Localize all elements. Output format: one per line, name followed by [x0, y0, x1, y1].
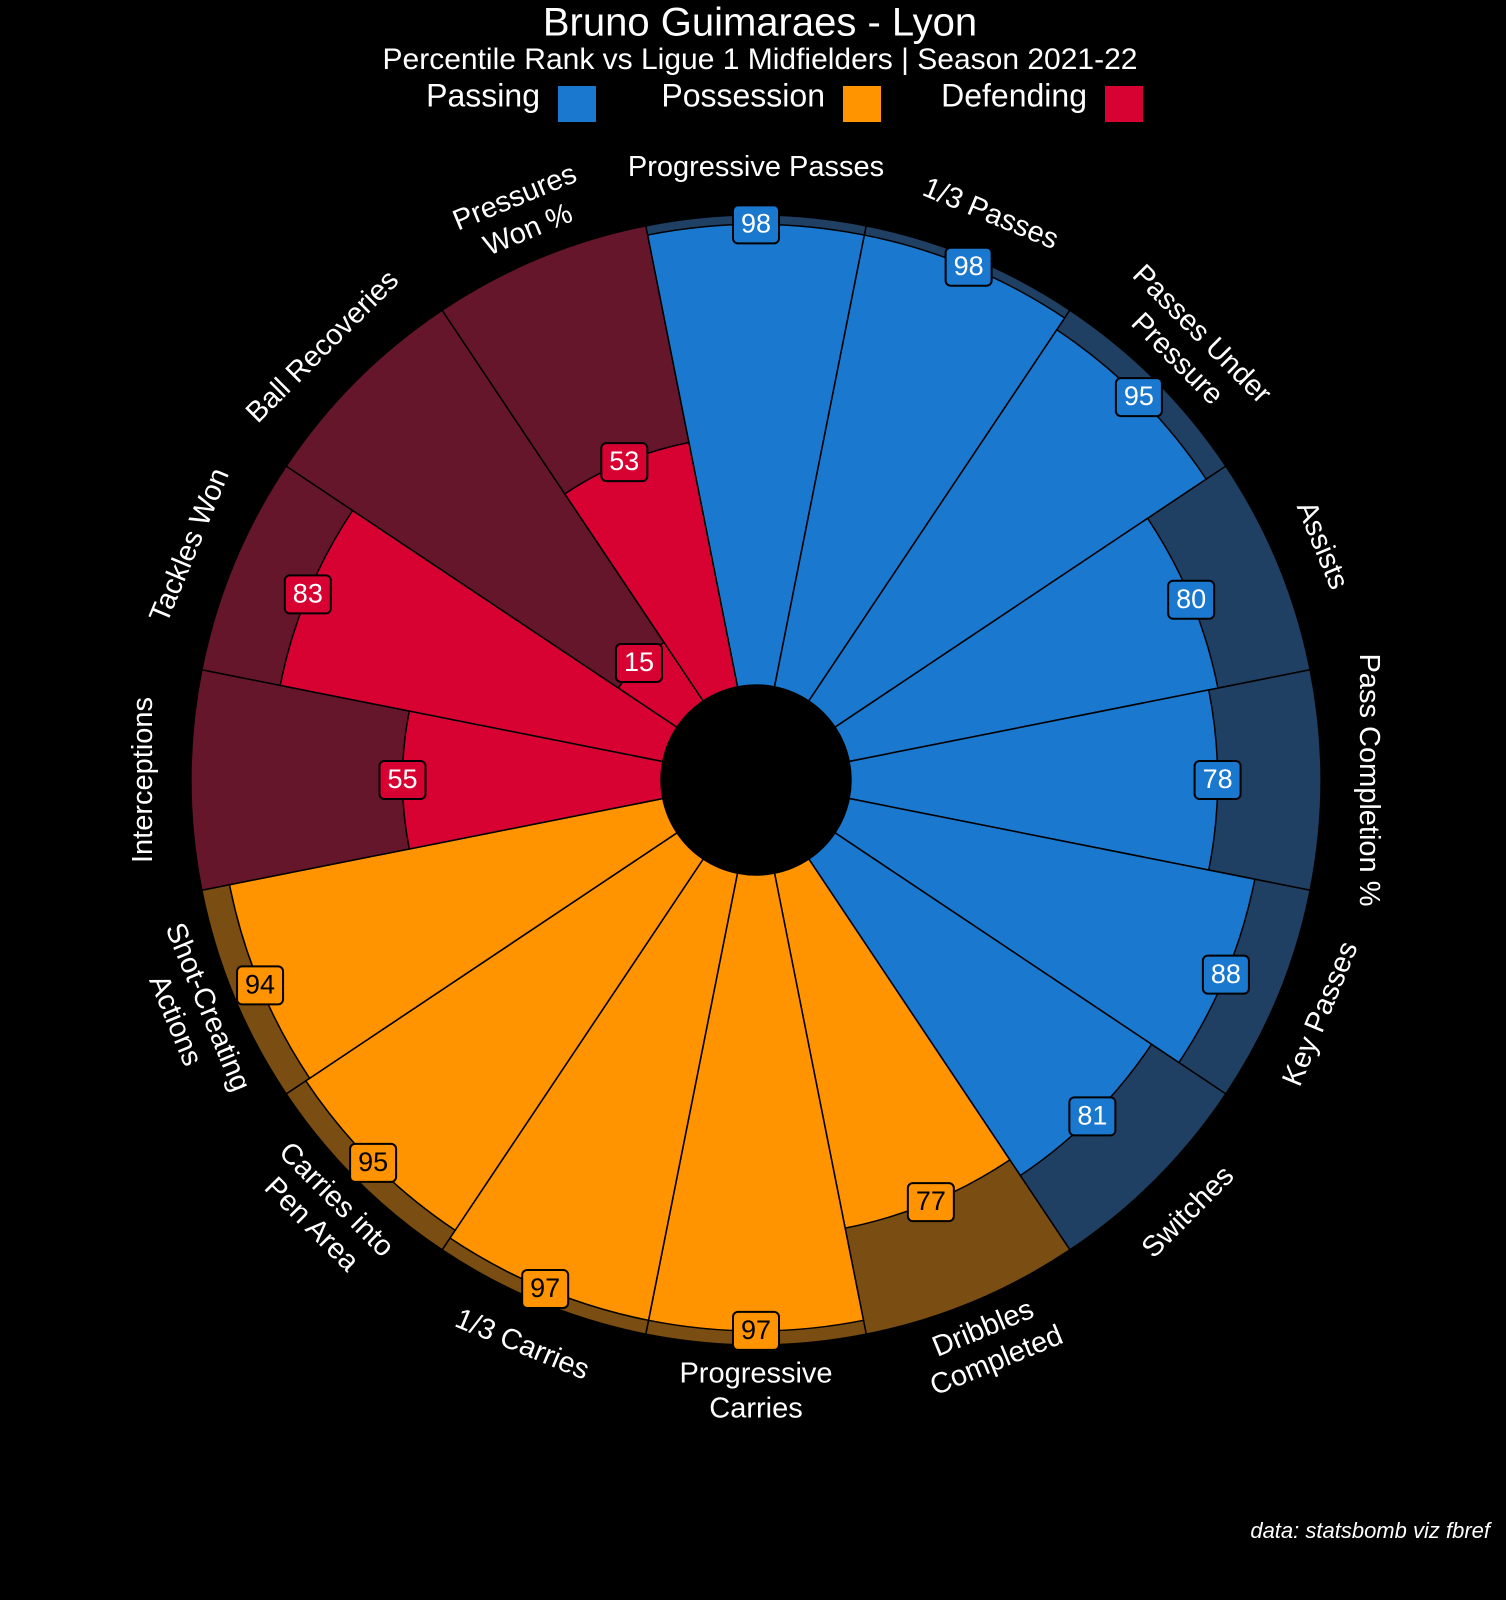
credit: data: statsbomb viz fbref	[1250, 1518, 1493, 1543]
value-label-box	[378, 760, 427, 800]
value-label-box	[944, 246, 993, 287]
legend-label: Defending	[941, 77, 1087, 113]
value-label: 77	[916, 1186, 946, 1216]
legend-label: Passing	[426, 77, 540, 113]
category-label: Interceptions	[127, 697, 159, 863]
chart-title: Bruno Guimaraes - Lyon	[543, 1, 977, 45]
value-label: 98	[741, 209, 771, 239]
value-label-box	[349, 1142, 398, 1183]
value-label: 98	[954, 251, 984, 281]
legend-swatch	[843, 86, 881, 122]
value-label-box	[521, 1268, 570, 1309]
legend-label: Possession	[661, 77, 825, 113]
value-label: 78	[1203, 764, 1233, 794]
value-label-box	[732, 1310, 780, 1351]
category-label: Progressive Passes	[628, 151, 884, 183]
value-label: 97	[741, 1315, 771, 1345]
value-label: 15	[624, 647, 654, 677]
value-label: 55	[387, 764, 417, 794]
value-label-box	[1068, 1096, 1117, 1137]
category-label: Pass Completion %	[1353, 653, 1385, 906]
center-hole	[661, 685, 851, 875]
value-label-box	[283, 574, 332, 615]
value-label: 97	[530, 1273, 560, 1303]
value-label-box	[614, 642, 663, 683]
category-label: Progressive Carries	[679, 1357, 832, 1424]
value-label: 83	[293, 578, 323, 608]
value-label: 94	[245, 970, 275, 1000]
wedges	[190, 214, 1322, 1346]
value-label: 80	[1176, 584, 1206, 614]
value-label-box	[1201, 954, 1250, 995]
value-label-box	[1167, 579, 1216, 620]
chart-subtitle: Percentile Rank vs Ligue 1 Midfielders |…	[383, 43, 1138, 76]
legend-swatch	[1105, 86, 1143, 122]
value-label-box	[906, 1182, 955, 1223]
value-label-box	[732, 204, 780, 245]
value-label: 88	[1211, 959, 1241, 989]
value-label-box	[236, 965, 285, 1006]
value-label-box	[1114, 377, 1163, 418]
value-label: 53	[609, 446, 639, 476]
value-label-box	[600, 442, 649, 483]
value-label: 95	[1124, 381, 1154, 411]
value-label-box	[1193, 760, 1242, 800]
legend-swatch	[558, 86, 596, 122]
value-label: 95	[358, 1147, 388, 1177]
value-label: 81	[1077, 1100, 1107, 1130]
